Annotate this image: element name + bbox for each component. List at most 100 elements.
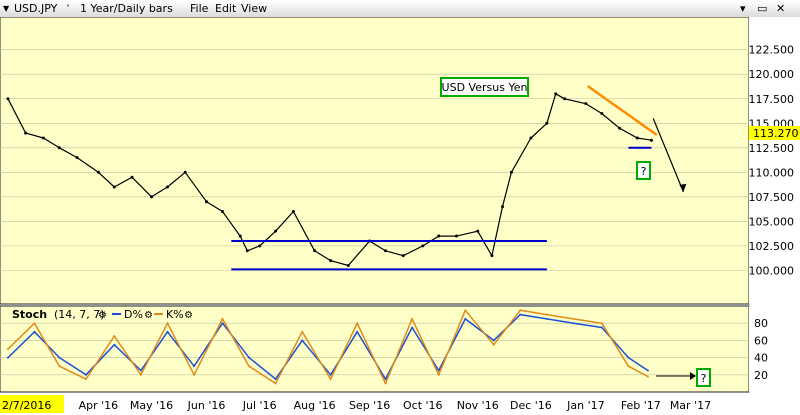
dropdown-icon[interactable]: ▼ bbox=[3, 4, 10, 13]
stoch-point bbox=[139, 369, 142, 372]
symbol-label[interactable]: USD.JPY bbox=[14, 2, 58, 15]
settings-icon[interactable]: ⚙ bbox=[98, 310, 107, 321]
price-tick-label: 100.000 bbox=[749, 264, 795, 277]
month-label: Feb '17 bbox=[621, 399, 661, 412]
price-point bbox=[421, 244, 425, 248]
price-tick-label: 120.000 bbox=[749, 68, 795, 81]
stoch-point bbox=[627, 365, 630, 368]
price-point bbox=[96, 170, 100, 174]
title-bar: ▼ USD.JPY ˅ 1 Year/Daily bars File Edit … bbox=[0, 0, 800, 18]
start-date-label: 2/7/2016 bbox=[2, 399, 51, 412]
stoch-point bbox=[519, 313, 522, 316]
price-tick-label: 110.000 bbox=[749, 166, 795, 179]
month-label: Jul '16 bbox=[242, 399, 277, 412]
price-point bbox=[584, 102, 588, 106]
stoch-point bbox=[6, 348, 9, 350]
price-point bbox=[618, 126, 622, 130]
price-point bbox=[545, 121, 549, 125]
projection-arrowhead-icon bbox=[679, 183, 687, 192]
price-tick-label: 117.500 bbox=[749, 93, 795, 106]
restore-icon[interactable]: ▭ bbox=[757, 2, 768, 15]
stoch-header: Stoch (14, 7, 7) ⚙ D% ⚙ K% ⚙ bbox=[12, 308, 193, 321]
stoch-params: (14, 7, 7) bbox=[54, 308, 105, 321]
stoch-point bbox=[193, 373, 196, 376]
stoch-point bbox=[166, 330, 169, 333]
stoch-point bbox=[545, 317, 548, 320]
stoch-point bbox=[33, 322, 36, 325]
menu-file[interactable]: File bbox=[190, 2, 209, 15]
price-point bbox=[166, 185, 169, 189]
chevron-icon[interactable]: ˅ bbox=[66, 4, 70, 13]
stoch-point bbox=[274, 382, 277, 385]
price-question-box-border bbox=[636, 161, 651, 180]
month-label: Mar '17 bbox=[670, 399, 711, 412]
stoch-point bbox=[464, 317, 467, 320]
price-tick-label: 112.500 bbox=[749, 142, 795, 155]
price-point bbox=[6, 97, 10, 101]
stoch-point bbox=[384, 382, 387, 385]
last-price-badge: 113.270 bbox=[749, 126, 800, 140]
stoch-title: Stoch bbox=[12, 308, 47, 321]
price-question-box: ? bbox=[636, 161, 651, 180]
stoch-question-box-border bbox=[696, 368, 711, 387]
stoch-point bbox=[572, 317, 575, 320]
price-point bbox=[112, 185, 116, 189]
minimize-icon[interactable]: ▾ bbox=[740, 2, 746, 15]
price-point bbox=[220, 210, 224, 214]
price-point bbox=[41, 136, 45, 140]
price-point bbox=[238, 234, 242, 238]
price-point bbox=[401, 254, 405, 258]
annotation-box: USD Versus Yen bbox=[440, 77, 529, 97]
stoch-point bbox=[274, 378, 277, 381]
stoch-point bbox=[166, 322, 169, 325]
price-point bbox=[554, 92, 558, 96]
stoch-point bbox=[464, 309, 467, 312]
price-point bbox=[274, 229, 278, 233]
d-settings-icon[interactable]: ⚙ bbox=[144, 310, 153, 321]
price-series-line bbox=[7, 93, 652, 267]
price-point bbox=[437, 234, 441, 238]
stoch-point bbox=[492, 343, 495, 346]
stoch-point bbox=[356, 322, 359, 325]
stoch-axis-background bbox=[749, 306, 800, 392]
stoch-point bbox=[384, 378, 387, 381]
k-settings-icon[interactable]: ⚙ bbox=[184, 310, 193, 321]
month-label: Jan '17 bbox=[566, 399, 604, 412]
annotation-text: USD Versus Yen bbox=[442, 81, 528, 94]
timeframe-label[interactable]: 1 Year/Daily bars bbox=[80, 2, 173, 15]
stoch-point bbox=[58, 365, 61, 368]
price-point bbox=[57, 146, 61, 150]
price-point bbox=[75, 156, 79, 160]
price-point bbox=[501, 205, 505, 209]
stoch-point bbox=[113, 343, 116, 346]
stoch-tick-label: 40 bbox=[754, 352, 768, 365]
stoch-point bbox=[646, 369, 649, 372]
month-label: May '16 bbox=[130, 399, 173, 412]
price-point bbox=[490, 254, 494, 258]
menu-view[interactable]: View bbox=[241, 2, 268, 15]
stoch-point bbox=[84, 378, 87, 381]
stoch-point bbox=[411, 317, 414, 320]
price-axis-background bbox=[749, 17, 800, 304]
close-icon[interactable]: ✕ bbox=[776, 2, 786, 15]
stoch-point bbox=[646, 375, 649, 378]
stoch-point bbox=[519, 309, 522, 312]
stoch-point bbox=[600, 322, 603, 325]
price-point bbox=[635, 136, 639, 140]
stoch-point bbox=[33, 330, 36, 333]
k-legend-label: K% bbox=[166, 308, 184, 321]
price-point bbox=[24, 131, 28, 135]
stoch-tick-label: 20 bbox=[754, 369, 768, 382]
month-label: Dec '16 bbox=[510, 399, 552, 412]
price-point bbox=[600, 111, 604, 115]
price-point bbox=[130, 175, 134, 179]
stoch-point bbox=[139, 373, 142, 376]
menu-edit[interactable]: Edit bbox=[215, 2, 237, 15]
stoch-point bbox=[356, 330, 359, 333]
stoch-point bbox=[113, 335, 116, 338]
price-point bbox=[454, 234, 458, 238]
start-date-badge bbox=[0, 395, 64, 413]
price-point bbox=[205, 200, 208, 204]
stoch-point bbox=[492, 339, 495, 342]
price-tick-label: 105.000 bbox=[749, 215, 795, 228]
